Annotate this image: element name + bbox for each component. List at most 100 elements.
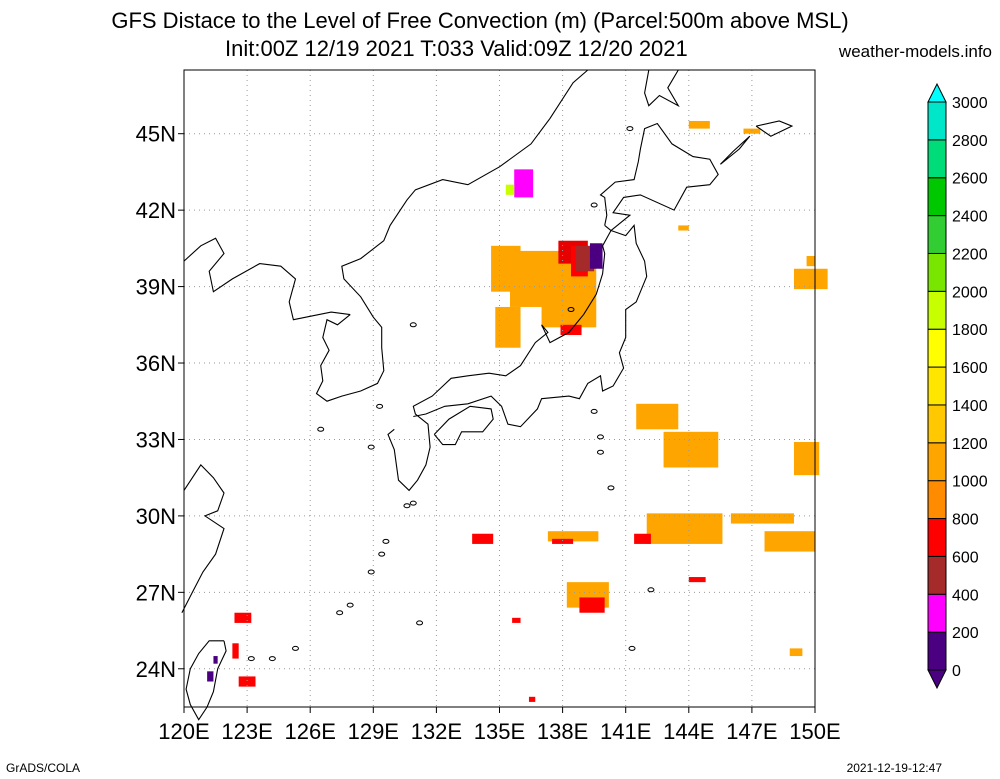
- lon-label: 123E: [221, 719, 272, 744]
- lon-label: 141E: [600, 719, 651, 744]
- island: [378, 551, 386, 557]
- map-subtitle: Init:00Z 12/19 2021 T:033 Valid:09Z 12/2…: [225, 36, 688, 61]
- coastline: [181, 464, 225, 613]
- colorbar-segment: [927, 101, 947, 141]
- colorbar-label: 2200: [952, 246, 988, 263]
- colorbar-segment: [927, 593, 947, 633]
- coastlines: [181, 69, 794, 721]
- colorbar-segment: [927, 555, 947, 595]
- field-patch: [634, 533, 651, 544]
- field-patch: [495, 306, 521, 348]
- footer-software-label: GrADS/COLA: [6, 761, 81, 775]
- island: [376, 403, 384, 409]
- colorbar-segment: [927, 404, 947, 444]
- island: [567, 307, 575, 313]
- island: [346, 602, 354, 608]
- grid-lines: [184, 70, 815, 707]
- lon-label: 144E: [663, 719, 714, 744]
- coastline: [644, 69, 680, 108]
- colorbar-label: 400: [952, 587, 979, 604]
- colorbar-segment: [927, 215, 947, 254]
- island: [626, 126, 634, 132]
- field-patches: [207, 120, 828, 702]
- colorbar-label: 200: [952, 625, 979, 642]
- colorbar-segment: [927, 480, 947, 520]
- colorbar-label: 1400: [952, 398, 988, 415]
- colorbar-segment: [927, 328, 947, 368]
- colorbar-min-arrow: [927, 669, 947, 690]
- field-patch: [238, 676, 256, 687]
- coastline: [315, 69, 589, 402]
- colorbar-segment: [927, 631, 947, 671]
- lat-label: 27N: [136, 580, 176, 605]
- colorbar-max-arrow: [927, 82, 947, 103]
- lat-label: 30N: [136, 504, 176, 529]
- colorbar-segment: [927, 139, 947, 179]
- map-title: GFS Distace to the Level of Free Convect…: [111, 8, 849, 33]
- colorbar-label: 1800: [952, 322, 988, 339]
- coastline: [185, 640, 227, 721]
- island: [336, 610, 344, 616]
- island: [247, 656, 255, 662]
- island: [596, 449, 604, 455]
- field-patch: [505, 184, 515, 195]
- colorbar-label: 0: [952, 663, 961, 680]
- field-patch: [663, 431, 719, 468]
- island: [403, 503, 411, 509]
- lon-label: 135E: [474, 719, 525, 744]
- footer-timestamp: 2021-12-19-12:47: [846, 761, 942, 775]
- field-patch: [793, 268, 828, 290]
- field-patch: [207, 671, 214, 682]
- field-patch: [636, 403, 679, 430]
- colorbar: 0 200 400 600 800 1000 1200 1400 1600 1800 2000 220…: [927, 82, 988, 690]
- field-patch: [512, 617, 521, 623]
- field-patch: [579, 597, 605, 613]
- island: [596, 434, 604, 440]
- field-patch: [213, 656, 218, 664]
- island: [590, 202, 598, 208]
- lon-label: 132E: [411, 719, 462, 744]
- island: [268, 656, 276, 662]
- field-patch: [528, 696, 536, 702]
- field-patch: [688, 577, 706, 583]
- field-patch: [547, 531, 599, 542]
- island: [291, 645, 299, 651]
- lat-label: 33N: [136, 427, 176, 452]
- field-patch: [589, 243, 603, 269]
- coastline: [720, 135, 751, 165]
- island: [382, 538, 390, 544]
- source-site-label: weather-models.info: [838, 42, 992, 61]
- colorbar-label: 3000: [952, 95, 988, 112]
- field-patch: [472, 533, 494, 544]
- coastline: [387, 224, 648, 492]
- coastline: [599, 122, 719, 232]
- lon-label: 129E: [348, 719, 399, 744]
- lat-label: 42N: [136, 198, 176, 223]
- island: [590, 408, 598, 414]
- lat-label: 36N: [136, 351, 176, 376]
- lon-label: 138E: [537, 719, 588, 744]
- field-patch: [552, 538, 574, 544]
- lon-label: 126E: [285, 719, 336, 744]
- lat-label: 39N: [136, 275, 176, 300]
- island: [647, 587, 655, 593]
- field-patch: [646, 513, 723, 544]
- island: [628, 645, 636, 651]
- field-patch: [688, 120, 710, 129]
- colorbar-label: 2000: [952, 284, 988, 301]
- colorbar-segment: [927, 252, 947, 292]
- island: [409, 500, 417, 506]
- lon-label: 150E: [789, 719, 840, 744]
- island: [409, 322, 417, 328]
- field-patch: [764, 531, 815, 552]
- field-patch: [678, 225, 689, 231]
- colorbar-label: 600: [952, 549, 979, 566]
- colorbar-label: 2800: [952, 133, 988, 150]
- longitude-labels: 120E 123E 126E 129E 132E 135E 138E 141E 144E 147E…: [158, 707, 841, 744]
- coastline: [433, 405, 494, 446]
- field-patch: [789, 648, 803, 657]
- field-patch: [575, 245, 595, 272]
- field-patch: [514, 169, 534, 198]
- colorbar-label: 1000: [952, 474, 988, 491]
